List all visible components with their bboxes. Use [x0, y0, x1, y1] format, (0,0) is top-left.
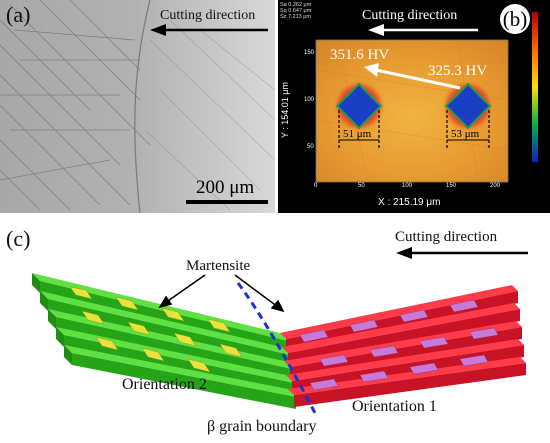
- x-tick: 150: [446, 183, 457, 189]
- micrograph-panel: (a) Cutting direction 200 μm: [0, 0, 275, 213]
- arrow-left-icon: [368, 24, 478, 36]
- orientation-1-label: Orientation 1: [352, 398, 437, 415]
- y-tick: 100: [304, 97, 315, 103]
- cutting-direction-label-c: Cutting direction: [395, 229, 498, 245]
- orientation-2-label: Orientation 2: [122, 376, 207, 393]
- stat-sz: Sz 7.213 μm: [280, 14, 311, 20]
- panel-a-label: (a): [6, 2, 31, 27]
- y-tick: 150: [304, 50, 315, 56]
- hardness-value-right: 325.3 HV: [428, 63, 488, 79]
- x-tick: 200: [490, 183, 501, 189]
- grain-boundary-label: β grain boundary: [207, 418, 317, 435]
- hardness-value-left: 351.6 HV: [330, 47, 390, 63]
- grain-schematic: [32, 247, 528, 414]
- indent-width-left: 51 μm: [343, 128, 372, 140]
- stat-sa: Sa 0.262 μm: [280, 2, 312, 8]
- martensite-label: Martensite: [186, 258, 251, 274]
- cutting-direction-label-b: Cutting direction: [362, 8, 458, 23]
- x-tick: 100: [402, 183, 413, 189]
- cutting-direction-label-a: Cutting direction: [160, 8, 256, 23]
- x-tick: 0: [314, 183, 318, 189]
- scale-bar: [186, 200, 268, 204]
- x-axis-label: X : 215.19 μm: [378, 197, 441, 208]
- arrow-left-icon: [150, 24, 268, 36]
- y-tick: 50: [307, 144, 314, 150]
- martensite-arrows: [158, 274, 285, 313]
- hardness-map-panel: Sa 0.262 μm Sq 0.647 μm Sz 7.213 μm: [278, 0, 550, 213]
- hardness-map: [315, 12, 538, 183]
- indent-width-right: 53 μm: [451, 128, 480, 140]
- x-tick: 50: [358, 183, 365, 189]
- surface-stats: Sa 0.262 μm Sq 0.647 μm Sz 7.213 μm: [280, 2, 311, 20]
- panel-c-label: (c): [6, 226, 31, 251]
- stat-sq: Sq 0.647 μm: [280, 8, 312, 14]
- orientation-1-block: [280, 285, 526, 407]
- scale-bar-label: 200 μm: [196, 177, 255, 198]
- y-axis-label: Y : 154.01 μm: [280, 82, 290, 139]
- grain-boundary-line: [236, 282, 317, 414]
- arrow-left-icon: [396, 247, 528, 259]
- panel-b-label: (b): [500, 4, 530, 34]
- micrograph-texture: [0, 0, 275, 213]
